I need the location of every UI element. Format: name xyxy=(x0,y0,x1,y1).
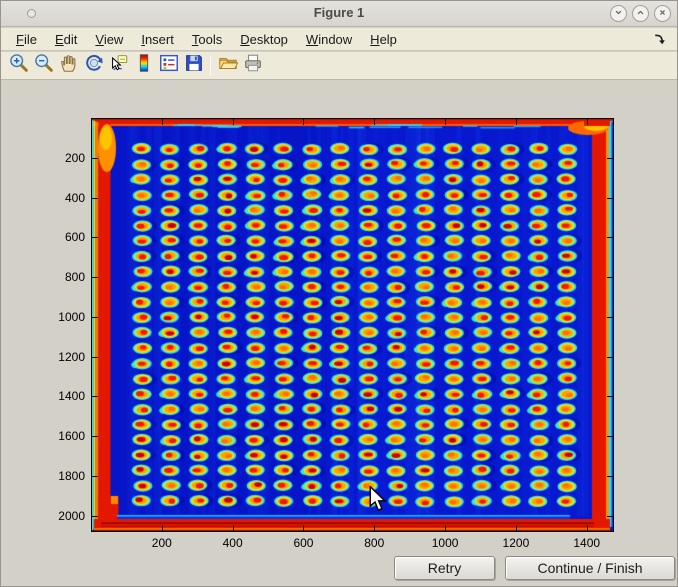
window-title: Figure 1 xyxy=(313,5,365,20)
colorbar-button[interactable] xyxy=(131,54,156,78)
zoom-out-icon xyxy=(33,52,55,79)
x-tick-bottom xyxy=(445,525,447,531)
x-tick-bottom xyxy=(232,525,234,531)
y-tick-label: 1400 xyxy=(58,389,85,404)
menu-insert[interactable]: Insert xyxy=(141,31,174,47)
close-icon xyxy=(657,5,668,23)
y-tick-label: 800 xyxy=(64,270,85,285)
y-tick-right xyxy=(607,277,613,279)
minimize-button[interactable] xyxy=(610,5,627,22)
y-tick-right xyxy=(607,237,613,239)
close-button[interactable] xyxy=(654,5,671,22)
menu-view[interactable]: View xyxy=(95,31,124,47)
pan-button[interactable] xyxy=(56,54,81,78)
retry-button[interactable]: Retry xyxy=(394,556,495,580)
y-tick-right xyxy=(607,356,613,358)
toolbar-separator xyxy=(210,55,211,76)
x-tick-bottom xyxy=(374,525,376,531)
menu-tools[interactable]: Tools xyxy=(191,31,223,47)
continue-finish-button[interactable]: Continue / Finish xyxy=(505,556,675,580)
chevron-down-icon xyxy=(613,5,624,23)
x-tick-top xyxy=(515,119,517,125)
x-tick-top xyxy=(445,119,447,125)
x-tick-top xyxy=(374,119,376,125)
y-tick-label: 200 xyxy=(64,150,85,165)
title-bar[interactable]: Figure 1 xyxy=(1,1,677,27)
x-tick-label: 1400 xyxy=(573,536,601,550)
y-tick-left xyxy=(92,157,98,159)
x-tick-bottom xyxy=(515,525,517,531)
x-tick-label: 200 xyxy=(151,536,172,550)
insert-legend-button[interactable] xyxy=(156,54,181,78)
save-button[interactable] xyxy=(181,54,206,78)
chevron-up-icon xyxy=(635,5,646,23)
y-tick-left xyxy=(92,316,98,318)
y-tick-label: 400 xyxy=(64,190,85,205)
open-folder-icon xyxy=(217,52,239,79)
save-icon xyxy=(183,52,205,79)
x-tick-top xyxy=(303,119,305,125)
x-tick-top xyxy=(586,119,588,125)
y-tick-label: 1800 xyxy=(58,468,85,483)
y-tick-right xyxy=(607,316,613,318)
rotate-3d-button[interactable] xyxy=(81,54,106,78)
open-folder-button[interactable] xyxy=(215,54,240,78)
zoom-out-button[interactable] xyxy=(31,54,56,78)
y-tick-label: 600 xyxy=(64,230,85,245)
zoom-in-icon xyxy=(8,52,30,79)
maximize-button[interactable] xyxy=(632,5,649,22)
menu-bar: File Edit View Insert Tools Desktop Window Help xyxy=(1,28,677,51)
zoom-in-button[interactable] xyxy=(6,54,31,78)
pan-icon xyxy=(58,52,80,79)
y-tick-right xyxy=(607,157,613,159)
x-tick-bottom xyxy=(161,525,163,531)
x-tick-bottom xyxy=(586,525,588,531)
y-tick-right xyxy=(607,197,613,199)
y-tick-left xyxy=(92,356,98,358)
window-menu-icon[interactable] xyxy=(27,9,36,18)
x-tick-top xyxy=(232,119,234,125)
y-tick-left xyxy=(92,515,98,517)
insert-legend-icon xyxy=(158,52,180,79)
y-tick-right xyxy=(607,475,613,477)
dock-arrow-icon[interactable] xyxy=(652,32,667,52)
menu-file[interactable]: File xyxy=(16,31,37,47)
y-tick-right xyxy=(607,515,613,517)
x-tick-bottom xyxy=(303,525,305,531)
y-tick-left xyxy=(92,396,98,398)
y-tick-left xyxy=(92,237,98,239)
menu-window[interactable]: Window xyxy=(305,31,353,47)
figure-toolbar xyxy=(1,52,677,80)
y-tick-label: 1200 xyxy=(58,349,85,364)
x-tick-top xyxy=(161,119,163,125)
y-tick-right xyxy=(607,396,613,398)
plate-heatmap-image[interactable] xyxy=(91,118,614,532)
data-cursor-button[interactable] xyxy=(106,54,131,78)
x-tick-label: 1000 xyxy=(431,536,459,550)
y-tick-left xyxy=(92,197,98,199)
x-tick-label: 800 xyxy=(364,536,385,550)
y-tick-left xyxy=(92,475,98,477)
menu-desktop[interactable]: Desktop xyxy=(240,31,288,47)
print-icon xyxy=(242,52,264,79)
rotate-3d-icon xyxy=(83,52,105,79)
y-tick-left xyxy=(92,277,98,279)
data-cursor-icon xyxy=(108,52,130,79)
menu-help[interactable]: Help xyxy=(370,31,397,47)
y-tick-label: 1000 xyxy=(58,309,85,324)
y-tick-right xyxy=(607,436,613,438)
x-tick-label: 400 xyxy=(222,536,243,550)
y-tick-left xyxy=(92,436,98,438)
x-tick-label: 600 xyxy=(293,536,314,550)
y-tick-label: 2000 xyxy=(58,508,85,523)
x-tick-label: 1200 xyxy=(502,536,530,550)
print-button[interactable] xyxy=(240,54,265,78)
menu-edit[interactable]: Edit xyxy=(54,31,78,47)
y-tick-label: 1600 xyxy=(58,429,85,444)
colorbar-icon xyxy=(133,52,155,79)
